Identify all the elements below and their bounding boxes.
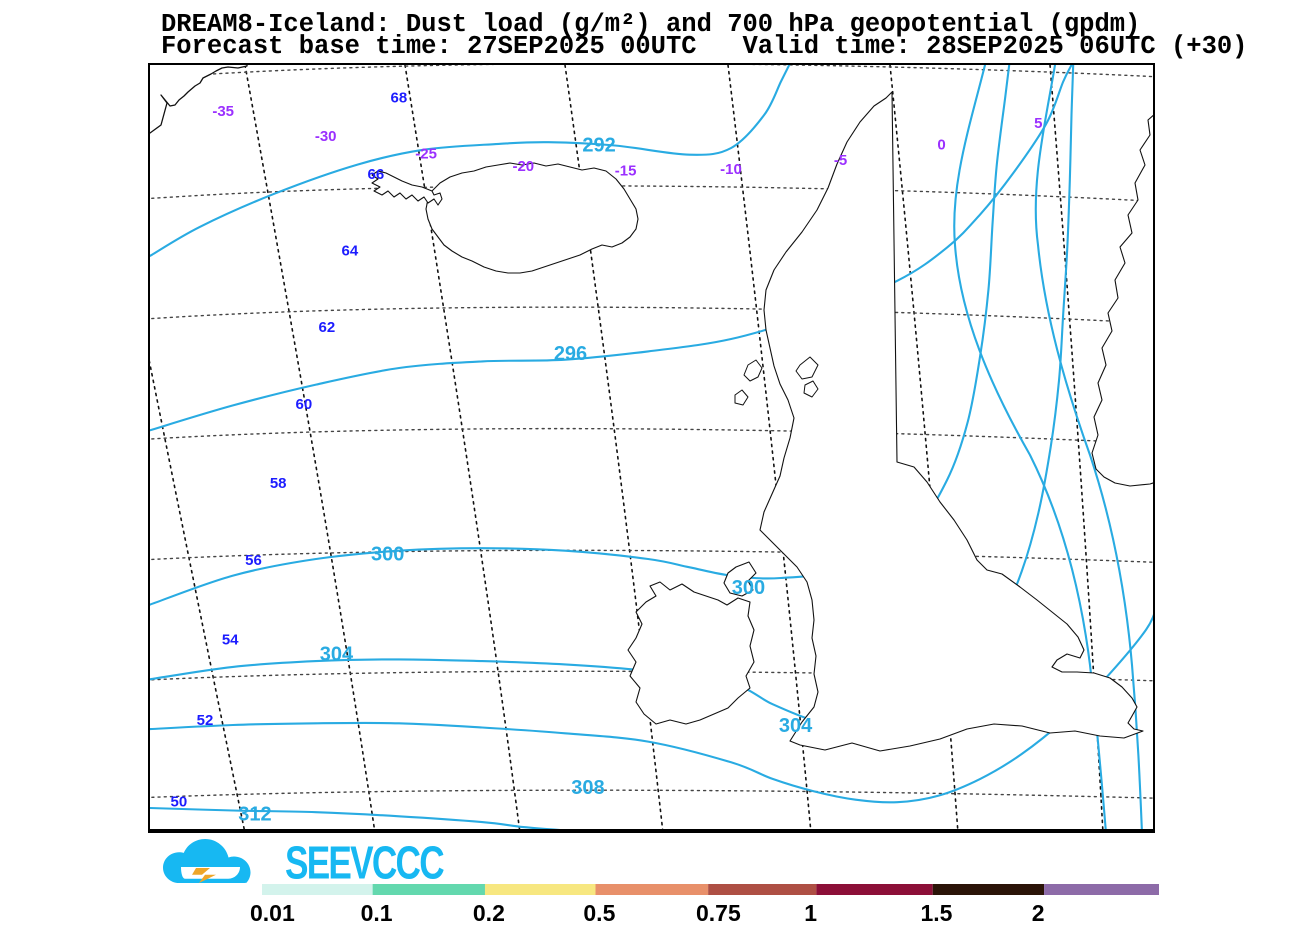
svg-text:66: 66 bbox=[368, 166, 385, 183]
svg-text:312: 312 bbox=[238, 804, 271, 826]
svg-text:304: 304 bbox=[320, 644, 354, 666]
svg-text:-25: -25 bbox=[415, 145, 437, 162]
svg-text:58: 58 bbox=[270, 475, 287, 492]
svg-text:304: 304 bbox=[779, 715, 813, 737]
svg-text:-35: -35 bbox=[212, 103, 234, 120]
svg-text:68: 68 bbox=[391, 90, 408, 107]
svg-text:0: 0 bbox=[937, 137, 945, 154]
svg-text:-15: -15 bbox=[615, 163, 637, 180]
svg-text:-20: -20 bbox=[512, 158, 534, 175]
svg-text:-5: -5 bbox=[834, 152, 847, 169]
svg-text:54: 54 bbox=[222, 631, 239, 648]
svg-text:300: 300 bbox=[732, 577, 765, 599]
svg-text:-10: -10 bbox=[720, 161, 742, 178]
svg-text:292: 292 bbox=[582, 134, 615, 156]
svg-text:308: 308 bbox=[571, 777, 604, 799]
svg-text:60: 60 bbox=[296, 396, 313, 413]
svg-text:-30: -30 bbox=[315, 128, 337, 145]
svg-text:56: 56 bbox=[245, 552, 262, 569]
svg-text:300: 300 bbox=[371, 544, 404, 566]
svg-text:5: 5 bbox=[1034, 115, 1042, 132]
svg-text:62: 62 bbox=[319, 319, 336, 336]
svg-text:52: 52 bbox=[197, 712, 214, 729]
svg-text:50: 50 bbox=[171, 794, 188, 811]
svg-text:64: 64 bbox=[342, 242, 359, 259]
svg-text:296: 296 bbox=[554, 343, 587, 365]
